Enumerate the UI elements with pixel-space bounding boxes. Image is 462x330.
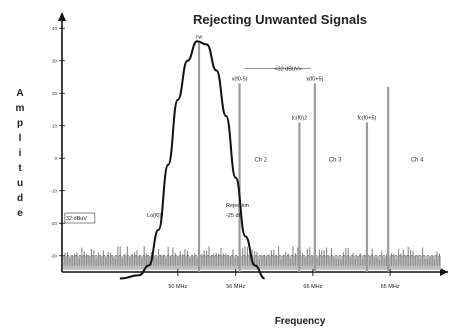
chart-title: Rejecting Unwanted Signals [193,12,367,27]
y-axis-label-letter: u [17,178,23,189]
axes [58,12,448,276]
y-axis-label-letter: t [18,163,22,174]
x-axis-arrowhead [440,268,448,276]
y-tick-label: -30 [50,253,57,258]
x-tick-label: 50 MHz [168,284,187,290]
y-tick-label: -10 [50,188,57,193]
y-tick-label: 10 [52,123,58,128]
x-tick-label: 66 MHz [303,284,322,290]
channel-label: Ch 3 [329,158,342,164]
carrier-label: tc(f0)2 [292,116,308,122]
carrier-label: x(f0+5) [306,77,323,83]
y-ticks: 40 30 20 10 0 -10 -20 -30 [50,26,65,258]
carriers: cw x(f0-5) tc(f0)2 x(f0+5) fc(f0+5) [196,34,390,272]
y-axis-label-letter: A [16,88,23,99]
filter-curve [119,40,265,280]
y-tick-label: 0 [54,156,57,161]
x-axis-label: Frequency [275,316,326,327]
y-axis-label-letter: p [17,118,23,129]
y-tick-label: -20 [50,221,57,226]
floor-level-box [64,212,96,224]
annotation: Lo(f0) [147,213,162,219]
annotations: <32 dBuV> 32 dBuV Lo(f0) Rejection -25 dB [64,67,311,224]
x-ticks: 50 MHz 56 MHz 66 MHz 65 MHz [168,269,400,290]
channel-label: Ch 4 [411,158,424,164]
carrier-label: x(f0-5) [232,77,248,83]
y-axis-label-letter: e [17,208,23,219]
carrier-label: cw [196,34,203,40]
y-tick-label: 30 [52,58,58,63]
annotation: <32 dBuV> [274,67,302,73]
filter-response-curve [119,40,265,280]
annotation: -25 dB [226,213,243,219]
y-axis-label-letter: i [19,148,22,159]
y-axis-label-letter: d [17,193,23,204]
channel-labels: Ch 2 Ch 3 Ch 4 [254,158,424,164]
y-axis-label-letter: m [16,103,25,114]
x-tick-label: 56 MHz [226,284,245,290]
channel-label: Ch 2 [254,158,267,164]
x-tick-label: 65 MHz [381,284,400,290]
y-axis-label-letter: l [19,133,22,144]
y-axis-arrowhead [58,12,66,21]
carrier-label: fc(f0+5) [358,116,377,122]
annotation: 32 dBuV [66,216,87,222]
annotation: Rejection [226,203,249,209]
y-tick-label: 40 [52,26,58,31]
y-tick-label: 20 [52,91,58,96]
